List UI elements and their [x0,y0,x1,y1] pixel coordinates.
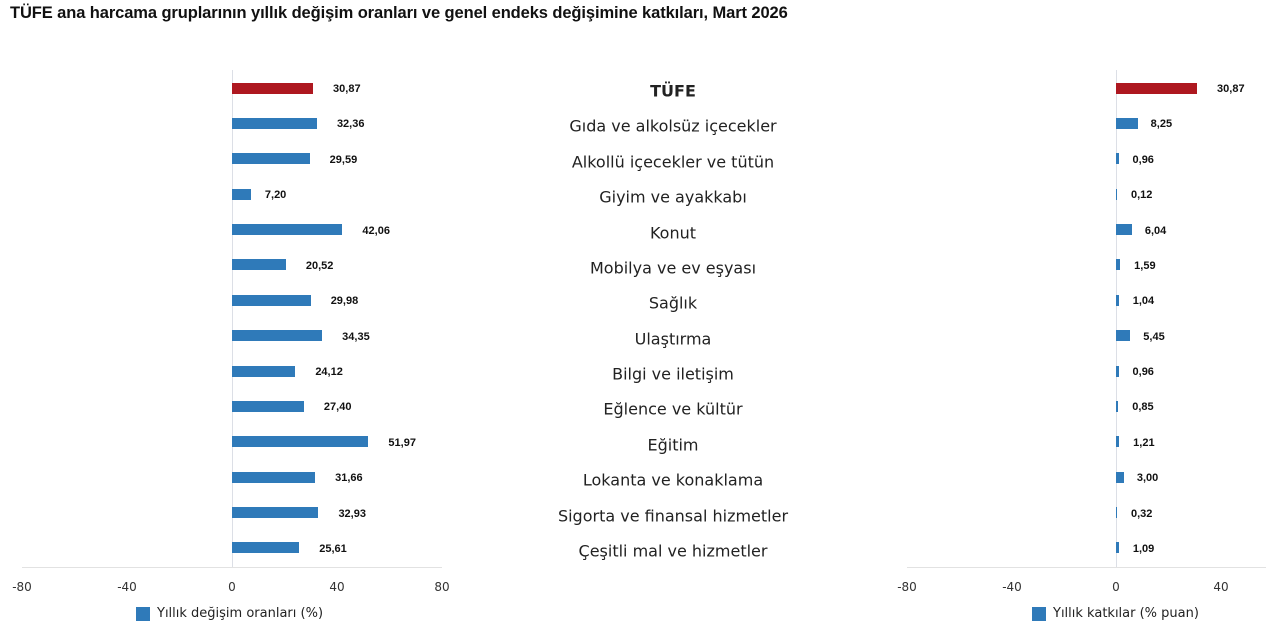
annual-change-bar [232,400,304,412]
right-baseline [907,567,1266,568]
annual-change-value: 7,20 [264,189,287,202]
annual-change-bar [232,365,296,377]
x-axis-tick: 40 [329,580,345,594]
contribution-bar [1116,153,1119,165]
x-axis-tick: -80 [897,580,917,594]
annual-change-value: 27,40 [323,401,352,414]
x-axis-tick: 0 [1112,580,1120,594]
contribution-bar [1116,471,1124,483]
category-label: Mobilya ve ev eşyası [589,258,757,278]
x-axis-tick: -80 [12,580,32,594]
annual-change-bar [232,507,319,519]
contribution-value: 1,09 [1132,542,1155,555]
chart-title: TÜFE ana harcama gruplarının yıllık deği… [10,4,788,22]
contribution-bar [1116,117,1138,129]
annual-change-value: 25,61 [319,542,347,555]
left-legend-label: Yıllık değişim oranları (%) [157,606,324,621]
category-label: Eğlence ve kültür [603,399,743,419]
annual-change-bar [232,436,369,448]
category-label: Sağlık [648,293,698,313]
left-legend: Yıllık değişim oranları (%) [136,606,323,621]
right-zero-axis [1116,70,1117,568]
left-baseline [22,567,442,568]
right-legend-label: Yıllık katkılar (% puan) [1053,606,1199,621]
contribution-bar [1116,542,1119,554]
contribution-bar [1116,436,1120,448]
category-label: Alkollü içecekler ve tütün [571,152,775,172]
contribution-bar [1116,82,1198,94]
annual-change-bar [232,294,311,306]
contribution-bar [1116,188,1117,200]
contribution-bar [1116,507,1117,519]
contribution-value: 6,04 [1144,224,1167,237]
x-axis-tick: 80 [434,580,450,594]
annual-change-value: 32,36 [336,118,365,131]
contribution-value: 0,85 [1132,401,1154,414]
annual-change-bar [232,188,251,200]
annual-change-value: 29,98 [330,295,359,308]
annual-change-bar [232,224,343,236]
contribution-bar [1116,330,1131,342]
category-label: Ulaştırma [634,329,712,349]
category-label: Bilgi ve iletişim [612,364,734,384]
annual-change-bar [232,330,323,342]
contribution-bar [1116,400,1119,412]
contribution-value: 30,87 [1217,83,1245,95]
annual-change-bar [232,542,300,554]
contribution-bar [1116,365,1119,377]
category-label: Gıda ve alkolsüz içecekler [569,116,777,136]
contribution-value: 3,00 [1136,472,1159,485]
contribution-value: 1,59 [1134,259,1156,272]
right-legend: Yıllık katkılar (% puan) [1032,606,1199,621]
annual-change-value: 42,06 [362,224,390,237]
category-label: Sigorta ve finansal hizmetler [557,506,789,526]
annual-change-bar [232,82,314,94]
contribution-value: 0,12 [1131,189,1153,202]
legend-swatch-icon [136,606,150,621]
left-zero-axis [232,70,233,568]
category-label: Giyim ve ayakkabı [599,187,747,207]
contribution-value: 1,04 [1132,295,1155,308]
contribution-value: 1,21 [1133,436,1155,449]
category-label: Konut [649,223,697,243]
category-label: Çeşitli mal ve hizmetler [578,541,768,561]
legend-swatch-icon [1032,606,1046,621]
contribution-bar [1116,259,1121,271]
annual-change-bar [232,259,286,271]
annual-change-bar [232,117,317,129]
contribution-value: 0,96 [1132,153,1154,166]
annual-change-value: 30,87 [333,83,361,95]
annual-change-bar [232,471,316,483]
annual-change-value: 34,35 [342,330,370,343]
contribution-bar [1116,224,1132,236]
annual-change-value: 20,52 [305,259,334,272]
x-axis-tick: 0 [228,580,236,594]
annual-change-value: 24,12 [315,366,343,379]
contribution-bar [1116,294,1119,306]
x-axis-tick: 40 [1213,580,1229,594]
annual-change-value: 32,93 [338,507,366,520]
contribution-value: 5,45 [1143,330,1165,343]
annual-change-bar [232,153,310,165]
category-label: TÜFE [650,81,696,101]
category-label: Eğitim [647,435,699,455]
contribution-value: 0,32 [1131,507,1153,520]
x-axis-tick: -40 [117,580,137,594]
category-label: Lokanta ve konaklama [582,470,764,490]
x-axis-tick: -40 [1002,580,1022,594]
contribution-value: 8,25 [1150,118,1173,131]
annual-change-value: 29,59 [329,153,358,166]
contribution-value: 0,96 [1132,366,1154,379]
annual-change-value: 31,66 [335,472,363,485]
annual-change-value: 51,97 [388,436,416,449]
